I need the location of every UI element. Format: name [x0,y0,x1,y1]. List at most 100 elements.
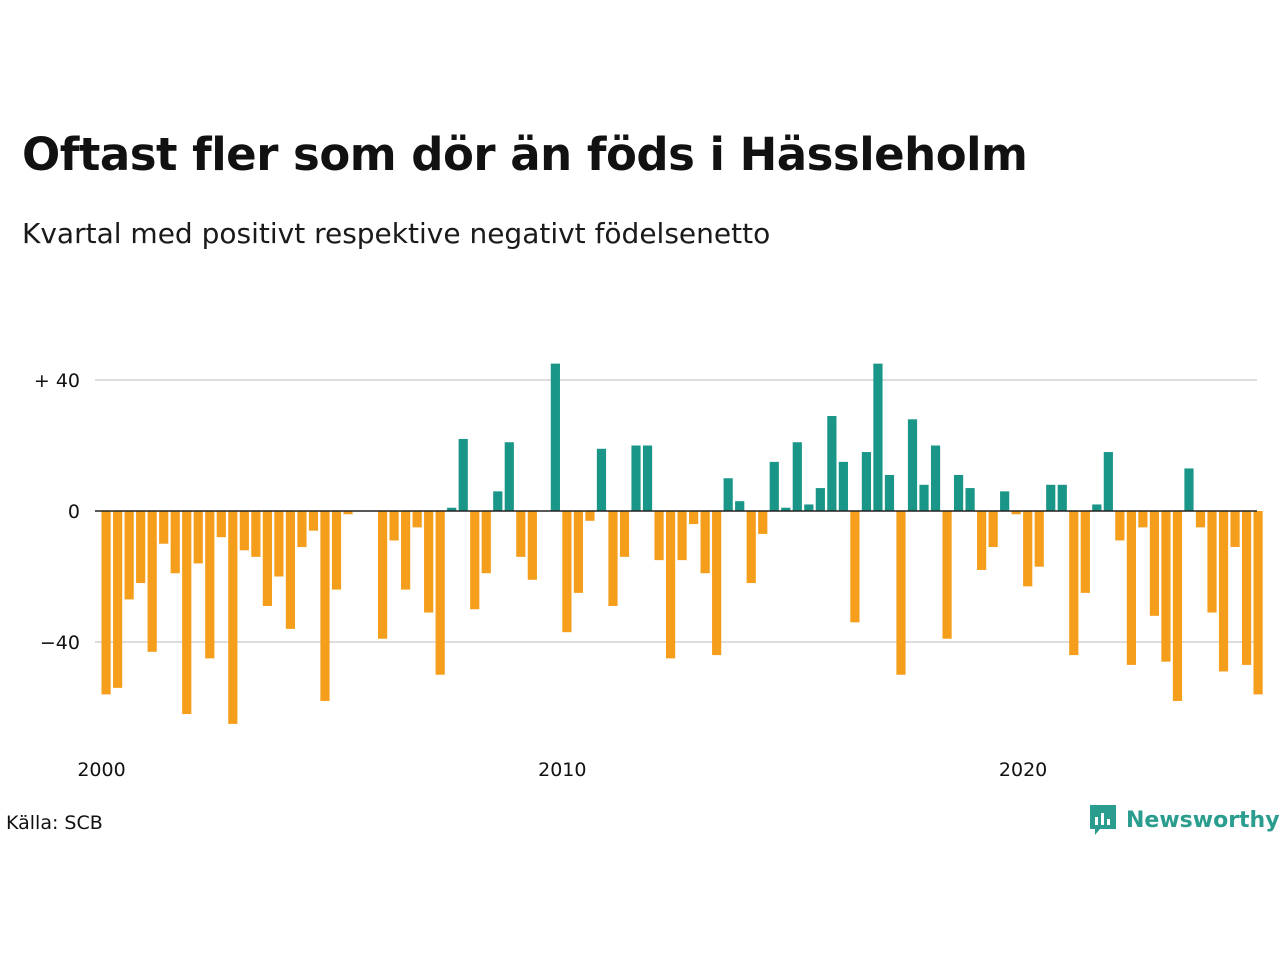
bar-positive [723,478,733,511]
bar-negative [608,511,618,606]
bar-negative [746,511,756,584]
x-tick-label: 2010 [538,759,586,781]
bar-negative [320,511,330,701]
bar-negative [239,511,249,551]
bar-negative [159,511,169,544]
bar-chart: + 40 0 −40 2000 2010 2020 [34,363,1263,781]
bar-negative [170,511,180,574]
bar-negative [205,511,215,659]
bar-negative [1253,511,1263,695]
bar-negative [527,511,537,580]
chart-title: Oftast fler som dör än föds i Hässleholm [22,128,1028,181]
bar-negative [308,511,319,531]
bar-negative [389,511,399,541]
bar-positive [596,448,607,511]
bar-positive [781,507,791,511]
bar-negative [1241,511,1252,665]
y-tick-label: −40 [40,632,80,654]
x-tick-label: 2020 [999,759,1047,781]
bar-negative [1069,511,1079,656]
bar-negative [435,511,445,675]
chart-subtitle: Kvartal med positivt respektive negativt… [22,217,771,250]
x-tick-label: 2000 [77,759,125,781]
bar-negative [654,511,664,561]
bar-negative [113,511,123,688]
bar-positive [1184,468,1194,511]
bar-negative [147,511,157,652]
bar-negative [1218,511,1229,672]
newsworthy-chart-bubble-icon [1090,805,1116,835]
bar-negative [228,511,238,724]
brand-logo[interactable]: Newsworthy [1088,803,1280,837]
bar-positive [550,363,560,512]
bar-negative [1126,511,1136,665]
bar-positive [884,474,895,511]
bar-negative [1080,511,1090,593]
bar-negative [274,511,284,577]
bar-positive [861,452,872,511]
bar-negative [331,511,342,590]
bar-negative [619,511,630,557]
bar-positive [1092,504,1102,511]
bar-negative [101,511,111,695]
bar-negative [585,511,595,521]
bar-positive [815,488,825,511]
bar-negative [401,511,411,590]
bar-negative [677,511,687,561]
bar-negative [1115,511,1125,541]
bar-negative [297,511,307,548]
bar-positive [907,419,918,511]
bar-negative [689,511,699,525]
gridlines [95,379,1257,643]
axis-labels: + 40 0 −40 2000 2010 2020 [34,370,1047,781]
bar-negative [1138,511,1148,528]
bar-negative [343,511,353,515]
bar-positive [1057,484,1067,511]
bar-positive [447,507,457,511]
bar-positive [1046,484,1056,511]
bar-positive [953,474,964,511]
bar-negative [1161,511,1171,662]
bar-negative [285,511,296,629]
bar-negative [470,511,480,610]
bar-negative [988,511,998,548]
bar-positive [838,461,848,512]
bar-positive [642,445,653,511]
bar-positive [458,438,468,511]
bar-positive [930,445,941,511]
bar-negative [758,511,768,534]
bar-positive [804,504,814,511]
bar-negative [412,511,422,528]
bar-negative [136,511,146,584]
bar-negative [850,511,860,623]
bar-negative [700,511,710,574]
bar-positive [919,484,929,511]
bar-negative [1195,511,1206,528]
bar-negative [1172,511,1183,701]
bar-negative [251,511,261,557]
bar-negative [377,511,388,639]
bar-negative [182,511,192,715]
bar-negative [896,511,906,675]
bar-negative [481,511,491,574]
bar-positive [735,501,745,511]
bar-negative [1207,511,1217,613]
bar-negative [665,511,676,659]
bar-negative [712,511,722,656]
bar-positive [769,461,779,512]
bar-negative [573,511,584,593]
bar-negative [516,511,526,557]
y-tick-label: + 40 [34,370,80,392]
bar-negative [1034,511,1044,567]
bar-negative [977,511,987,570]
bar-negative [1230,511,1240,548]
bar-positive [1000,491,1010,511]
bar-positive [631,445,641,511]
bar-negative [216,511,226,538]
bar-negative [1023,511,1033,587]
bar-negative [562,511,572,633]
bar-negative [942,511,952,639]
bar-positive [827,416,837,511]
bar-positive [1103,452,1113,511]
bar-positive [504,442,514,511]
